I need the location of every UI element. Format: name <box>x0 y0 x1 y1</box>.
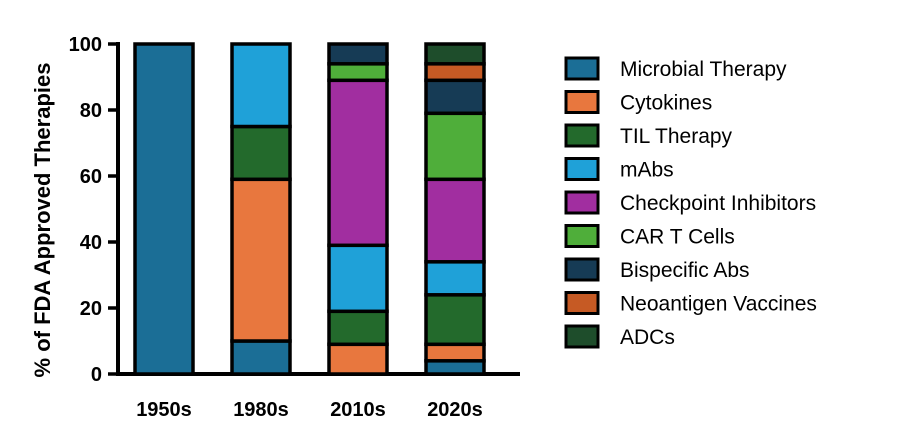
bar-segment-car-t-cells-2020s <box>424 111 486 182</box>
legend-label: CAR T Cells <box>620 226 735 249</box>
bars <box>133 42 486 376</box>
x-tick-label: 1950s <box>136 399 192 421</box>
bar-segment-microbial-therapy-2020s <box>424 359 486 376</box>
legend-label: Bispecific Abs <box>620 259 750 282</box>
legend-swatch <box>564 190 600 215</box>
bar-segment-til-therapy-2010s <box>327 309 389 347</box>
bar-segment-checkpoint-inhibitors-2010s <box>327 78 389 248</box>
bar-segment-til-therapy-2020s <box>424 293 486 347</box>
bar-segment-adcs-2020s <box>424 42 486 66</box>
legend-label: Checkpoint Inhibitors <box>620 192 816 215</box>
legend-label: Neoantigen Vaccines <box>620 293 817 316</box>
y-tick-label: 60 <box>80 166 102 188</box>
legend-swatch <box>564 324 600 349</box>
x-tick-label: 2020s <box>427 399 483 421</box>
bar-segment-mabs-1980s <box>230 42 292 129</box>
legend-swatch <box>564 56 600 81</box>
bar-segment-neoantigen-vaccines-2020s <box>424 62 486 83</box>
legend-swatch <box>564 90 600 114</box>
legend-label: Microbial Therapy <box>620 58 787 81</box>
legend-swatch <box>564 123 600 148</box>
bar-segment-microbial-therapy-1950s <box>133 42 195 376</box>
legend-label: Cytokines <box>620 92 712 115</box>
bar-segment-cytokines-2010s <box>327 342 389 376</box>
x-tick-label: 1980s <box>233 399 289 421</box>
bar-segment-cytokines-2020s <box>424 342 486 363</box>
legend-swatch <box>564 291 600 315</box>
bar-segment-bispecific-abs-2010s <box>327 42 389 66</box>
legend-label: TIL Therapy <box>620 125 733 148</box>
x-tick-label: 2010s <box>330 399 386 421</box>
y-tick-label: 80 <box>80 100 102 122</box>
y-tick-label: 20 <box>80 298 102 320</box>
legend: Microbial Therapy Cytokines TIL Therapy mAb… <box>564 56 817 349</box>
bar-segment-mabs-2020s <box>424 260 486 297</box>
bar-segment-checkpoint-inhibitors-2020s <box>424 177 486 264</box>
bar-segment-microbial-therapy-1980s <box>230 339 292 376</box>
legend-swatch <box>564 224 600 248</box>
bar-segment-mabs-2010s <box>327 243 389 314</box>
legend-swatch <box>564 257 600 282</box>
y-axis-label: % of FDA Approved Therapies <box>30 63 55 378</box>
legend-label: mAbs <box>620 159 674 182</box>
bar-segment-car-t-cells-2010s <box>327 62 389 83</box>
bar-segment-cytokines-1980s <box>230 177 292 343</box>
legend-swatch <box>564 157 600 181</box>
bar-segment-bispecific-abs-2020s <box>424 78 486 116</box>
y-tick-label: 100 <box>69 34 102 56</box>
y-tick-label: 40 <box>80 232 102 254</box>
legend-label: ADCs <box>620 326 675 349</box>
y-tick-label: 0 <box>91 364 102 386</box>
bar-segment-til-therapy-1980s <box>230 124 292 182</box>
